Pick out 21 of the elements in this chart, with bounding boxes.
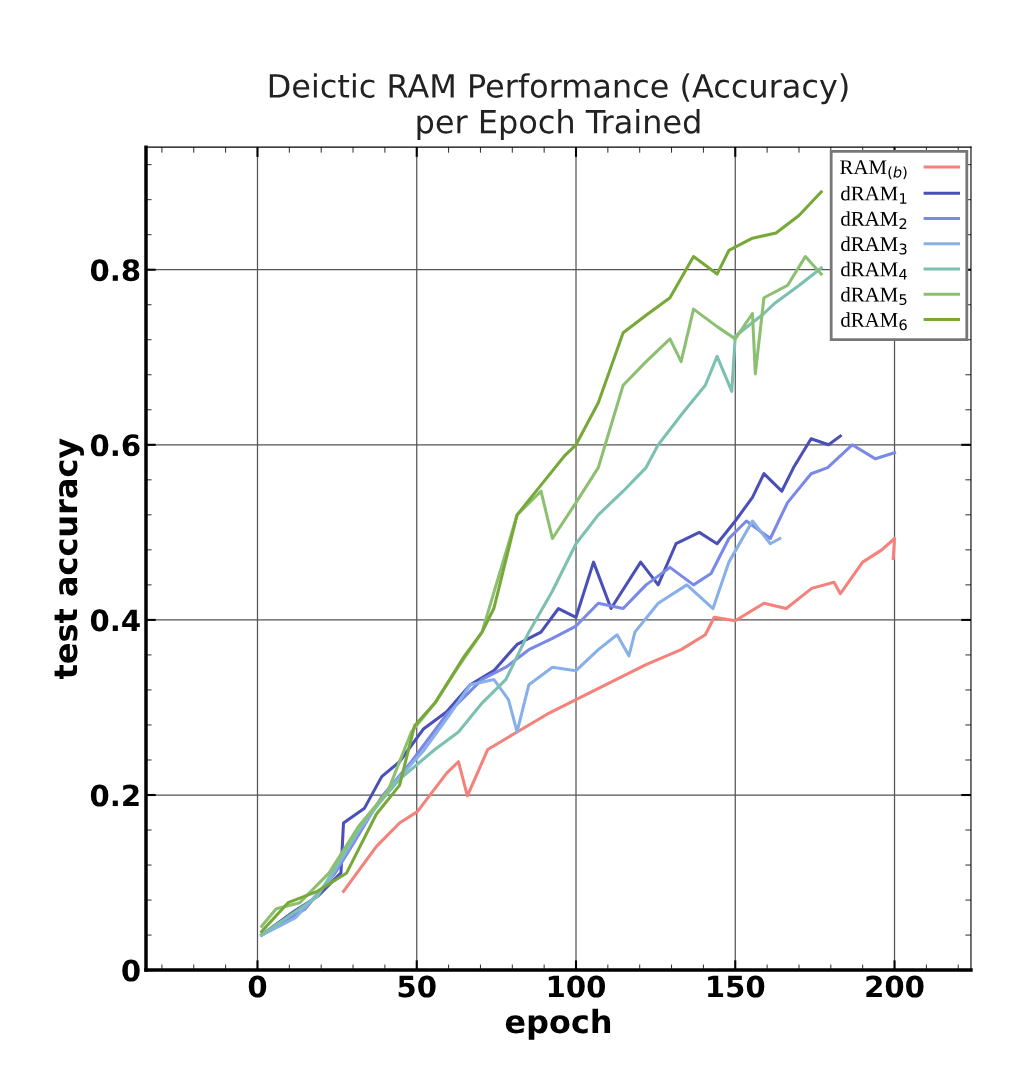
x-tick-label: 0 <box>248 975 267 998</box>
x-tick-label: 200 <box>866 975 924 998</box>
y-tick-label: 0.6 <box>90 434 140 457</box>
chart-title: Deictic RAM Performance (Accuracy) per Epoch Trained <box>269 73 848 140</box>
x-tick-label: 150 <box>708 975 765 998</box>
y-tick-label: 0.2 <box>90 784 139 807</box>
y-tick-label: 0.4 <box>90 609 140 632</box>
x-tick-label: 50 <box>398 975 436 998</box>
legend-label: dRAM$_{1}$ <box>841 185 907 204</box>
y-axis-title: test accuracy <box>54 438 84 679</box>
legend-label: dRAM$_{4}$ <box>841 261 907 280</box>
legend-label: dRAM$_{3}$ <box>841 236 907 255</box>
y-tick-label: 0 <box>122 959 140 982</box>
x-tick-label: 100 <box>548 975 606 998</box>
legend-label: dRAM$_{5}$ <box>841 286 907 306</box>
legend-label: dRAM$_{2}$ <box>841 211 907 230</box>
x-axis-title: epoch <box>505 1008 611 1040</box>
line-series <box>341 536 897 893</box>
legend-label: dRAM$_{6}$ <box>841 312 907 331</box>
y-tick-label: 0.8 <box>90 259 140 282</box>
legend-label: RAM$_{(b)}$ <box>840 160 907 180</box>
